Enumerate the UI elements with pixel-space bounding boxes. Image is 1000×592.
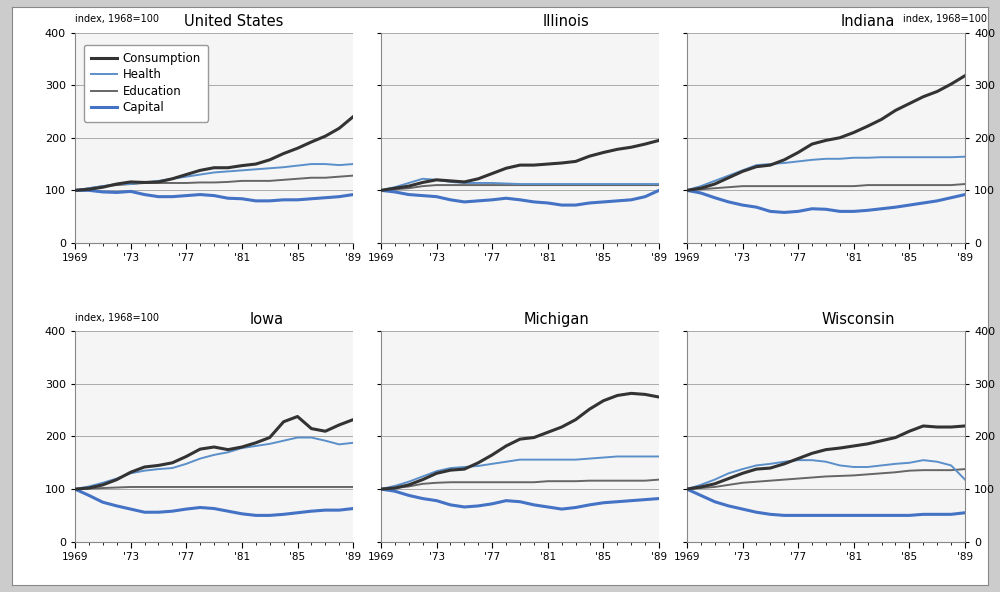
Text: Indiana: Indiana [841,14,895,28]
Text: Iowa: Iowa [249,313,284,327]
Text: index, 1968=100: index, 1968=100 [903,14,987,24]
Text: Wisconsin: Wisconsin [822,313,895,327]
Text: Michigan: Michigan [524,313,590,327]
Text: Illinois: Illinois [543,14,590,28]
Text: index, 1968=100: index, 1968=100 [75,313,159,323]
Text: index, 1968=100: index, 1968=100 [75,14,159,24]
Text: United States: United States [184,14,284,28]
Legend: Consumption, Health, Education, Capital: Consumption, Health, Education, Capital [84,45,208,121]
